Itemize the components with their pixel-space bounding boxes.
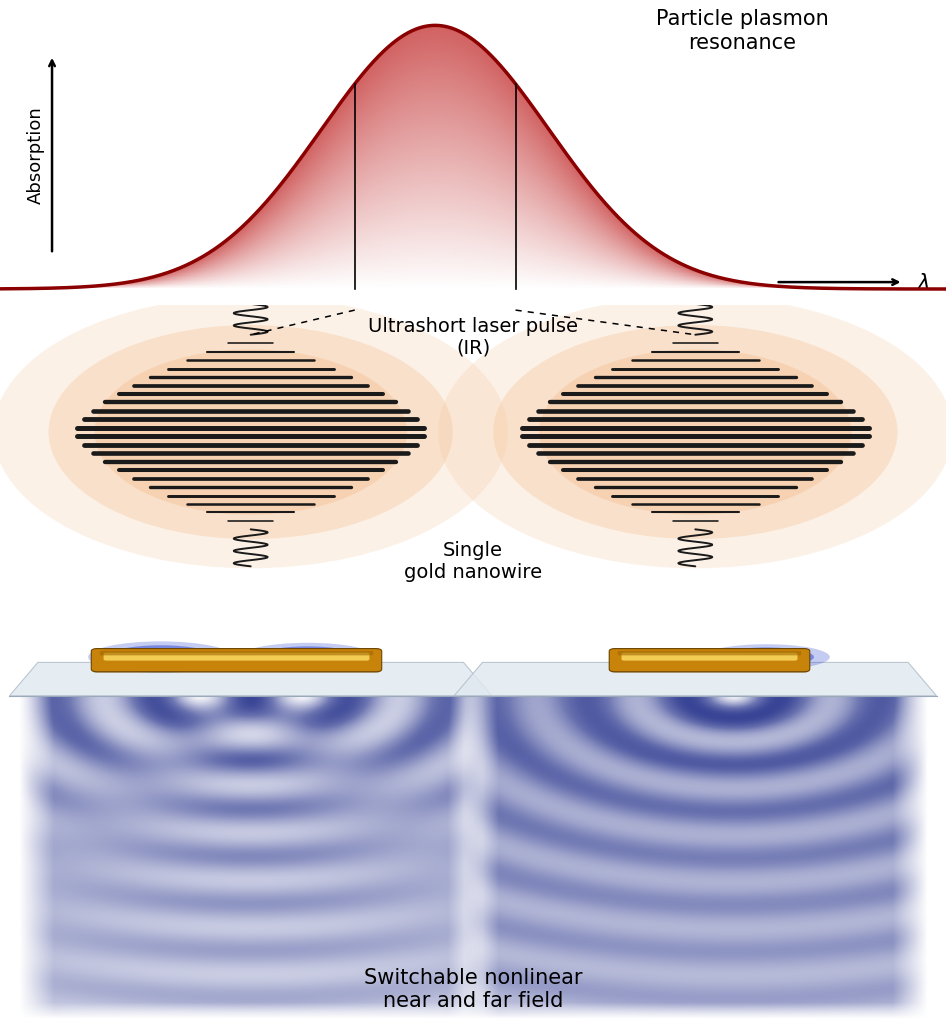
FancyBboxPatch shape bbox=[618, 651, 801, 655]
Polygon shape bbox=[454, 662, 937, 696]
Text: Absorption: Absorption bbox=[26, 107, 45, 204]
FancyBboxPatch shape bbox=[622, 653, 797, 661]
Ellipse shape bbox=[239, 643, 376, 672]
Ellipse shape bbox=[127, 650, 195, 664]
Ellipse shape bbox=[275, 651, 340, 664]
Ellipse shape bbox=[493, 326, 898, 539]
FancyBboxPatch shape bbox=[93, 649, 380, 673]
Text: λ: λ bbox=[918, 273, 930, 292]
Ellipse shape bbox=[736, 651, 796, 663]
Ellipse shape bbox=[256, 647, 359, 668]
Ellipse shape bbox=[106, 646, 216, 669]
Text: Single
gold nanowire: Single gold nanowire bbox=[404, 540, 542, 582]
FancyBboxPatch shape bbox=[610, 649, 809, 673]
Ellipse shape bbox=[48, 326, 453, 539]
Text: Ultrashort laser pulse
(IR): Ultrashort laser pulse (IR) bbox=[368, 317, 578, 358]
Ellipse shape bbox=[438, 297, 946, 569]
Ellipse shape bbox=[539, 350, 851, 516]
Ellipse shape bbox=[88, 642, 234, 674]
Text: Particle plasmon
resonance: Particle plasmon resonance bbox=[657, 9, 829, 53]
FancyBboxPatch shape bbox=[91, 649, 381, 673]
Ellipse shape bbox=[703, 645, 830, 671]
FancyBboxPatch shape bbox=[104, 653, 369, 661]
FancyBboxPatch shape bbox=[609, 649, 810, 673]
Ellipse shape bbox=[95, 350, 407, 516]
FancyBboxPatch shape bbox=[100, 651, 373, 655]
Ellipse shape bbox=[719, 648, 814, 667]
Polygon shape bbox=[9, 662, 492, 696]
Text: Switchable nonlinear
near and far field: Switchable nonlinear near and far field bbox=[364, 967, 582, 1010]
Ellipse shape bbox=[0, 297, 508, 569]
